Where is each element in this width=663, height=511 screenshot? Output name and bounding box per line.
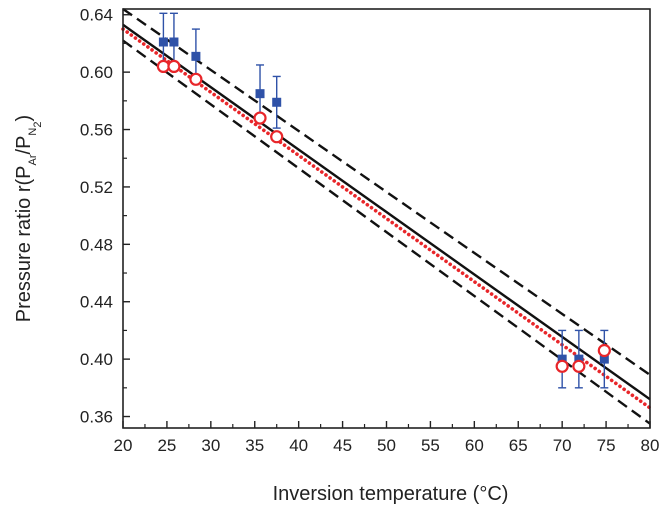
y-tick-label: 0.40	[80, 350, 113, 369]
x-tick-label: 30	[201, 436, 220, 455]
x-tick-label: 20	[114, 436, 133, 455]
circle-point-0	[156, 59, 171, 73]
y-tick-label: 0.64	[80, 6, 113, 25]
x-tick-label: 80	[641, 436, 660, 455]
circle-point-5	[555, 359, 569, 373]
square-point-5	[557, 354, 567, 364]
square-point-6	[574, 354, 584, 364]
x-tick-label: 40	[289, 436, 308, 455]
circle-markers	[156, 59, 611, 373]
circle-point-4	[270, 130, 284, 144]
x-tick-label: 75	[597, 436, 616, 455]
line-dashed-1	[122, 8, 651, 376]
square-point-0	[158, 37, 168, 47]
square-point-1	[169, 37, 179, 47]
square-point-3	[255, 89, 265, 99]
x-axis-ticks: 20 25 30 35 40 45 50 55 60 65 70 75 80	[114, 421, 660, 455]
circle-point-7	[597, 343, 611, 358]
x-tick-label: 25	[157, 436, 176, 455]
y-axis-title-sub-2: 2	[32, 121, 44, 127]
y-axis-title-prefix: Pressure ratio r(P	[13, 165, 35, 322]
y-tick-label: 0.36	[80, 408, 113, 427]
y-axis-title-mid: /P	[13, 136, 35, 155]
x-tick-label: 50	[377, 436, 396, 455]
y-axis-title-sub-ar: Ar	[27, 154, 39, 165]
error-bars	[159, 12, 609, 389]
y-tick-label: 0.52	[80, 178, 113, 197]
x-axis-title: Inversion temperature (°C)	[273, 483, 509, 505]
circle-point-3	[253, 111, 267, 125]
line-dashed-2	[122, 39, 651, 425]
circle-point-6	[572, 359, 586, 373]
x-tick-label: 45	[333, 436, 352, 455]
square-point-4	[272, 97, 282, 107]
y-tick-label: 0.48	[80, 235, 113, 254]
y-tick-label: 0.56	[80, 121, 113, 140]
y-tick-label: 0.44	[80, 293, 113, 312]
y-axis-title: Pressure ratio r(PAr/PN2)	[13, 115, 44, 322]
circle-point-1	[167, 59, 181, 73]
square-markers	[158, 37, 609, 364]
square-point-2	[191, 51, 201, 61]
y-axis-title-suffix: )	[13, 115, 35, 122]
x-tick-label: 35	[245, 436, 264, 455]
line-dotted-3	[121, 27, 652, 410]
x-tick-label: 55	[421, 436, 440, 455]
square-point-7	[599, 354, 609, 364]
fit-lines	[121, 8, 652, 425]
y-axis-title-sub-n: N	[27, 128, 39, 136]
y-tick-label: 0.60	[80, 63, 113, 82]
x-tick-label: 60	[465, 436, 484, 455]
x-tick-label: 65	[509, 436, 528, 455]
x-tick-label: 70	[553, 436, 572, 455]
circle-point-2	[189, 72, 203, 86]
y-axis-ticks: 0.36 0.40 0.44 0.48 0.52 0.56 0.60 0.64	[80, 6, 130, 427]
